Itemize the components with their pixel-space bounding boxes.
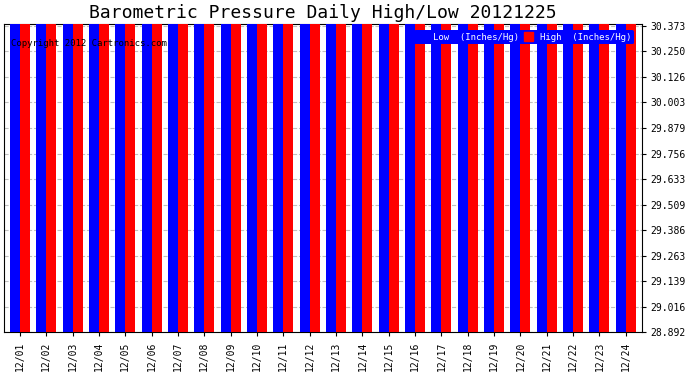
Bar (600, 0, 609, 332)
Bar (141, 0, 152, 332)
Bar (563, 0, 573, 332)
Bar (326, 0, 336, 332)
Bar (336, 0, 346, 332)
Bar (72, 0, 83, 332)
Bar (442, 0, 451, 332)
Bar (457, 0, 468, 332)
Bar (573, 0, 583, 332)
Bar (484, 0, 494, 332)
Bar (468, 0, 477, 332)
Bar (46, 0, 57, 332)
Bar (273, 0, 284, 332)
Bar (195, 0, 204, 332)
Bar (126, 0, 135, 332)
Bar (168, 0, 178, 332)
Bar (379, 0, 388, 332)
Bar (99, 0, 109, 332)
Bar (221, 0, 230, 332)
Bar (353, 0, 362, 332)
Title: Barometric Pressure Daily High/Low 20121225: Barometric Pressure Daily High/Low 20121… (89, 4, 557, 22)
Bar (415, 0, 425, 332)
Bar (20, 0, 30, 332)
Bar (537, 0, 546, 332)
Bar (10, 0, 20, 332)
Bar (520, 0, 531, 332)
Bar (284, 0, 293, 332)
Bar (299, 0, 310, 332)
Bar (626, 0, 635, 332)
Bar (63, 0, 72, 332)
Bar (37, 0, 46, 332)
Bar (362, 0, 373, 332)
Bar (388, 0, 399, 332)
Text: Copyright 2012 Cartronics.com: Copyright 2012 Cartronics.com (10, 39, 166, 48)
Bar (115, 0, 126, 332)
Bar (89, 0, 99, 332)
Bar (546, 0, 557, 332)
Bar (230, 0, 241, 332)
Bar (310, 0, 319, 332)
Bar (405, 0, 415, 332)
Bar (589, 0, 600, 332)
Bar (152, 0, 161, 332)
Legend: Low  (Inches/Hg), High  (Inches/Hg): Low (Inches/Hg), High (Inches/Hg) (414, 30, 634, 44)
Bar (494, 0, 504, 332)
Bar (431, 0, 442, 332)
Bar (511, 0, 520, 332)
Bar (257, 0, 267, 332)
Bar (615, 0, 626, 332)
Bar (178, 0, 188, 332)
Bar (247, 0, 257, 332)
Bar (204, 0, 215, 332)
